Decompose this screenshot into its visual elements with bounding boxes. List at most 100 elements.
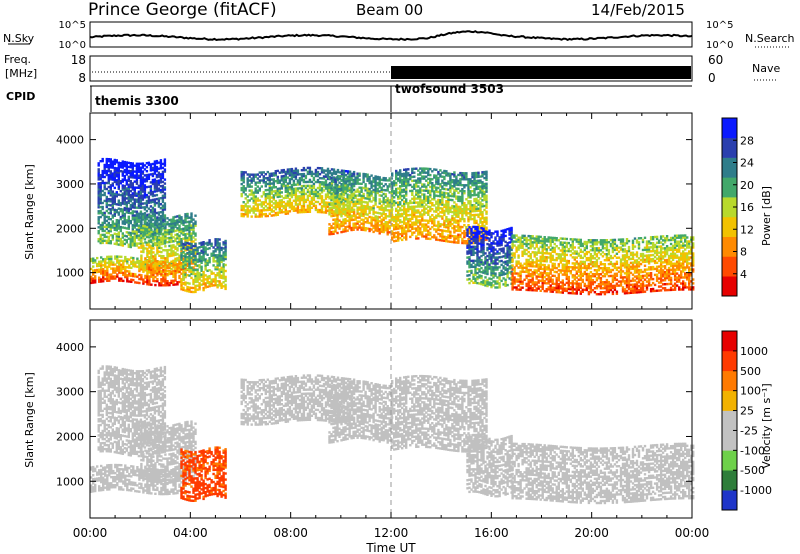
heatmap-cell xyxy=(421,235,424,238)
heatmap-cell xyxy=(278,189,281,192)
heatmap-cell xyxy=(143,184,147,187)
heatmap-cell xyxy=(472,259,475,262)
heatmap-cell xyxy=(401,190,404,194)
heatmap-cell xyxy=(140,258,143,261)
heatmap-cell xyxy=(122,263,125,267)
heatmap-cell xyxy=(336,183,339,187)
heatmap-cell xyxy=(284,196,287,199)
heatmap-cell xyxy=(160,220,163,224)
heatmap-cell xyxy=(145,193,149,197)
heatmap-cell xyxy=(421,205,424,208)
heatmap-cell xyxy=(163,202,167,205)
heatmap-cell xyxy=(192,222,195,225)
heatmap-cell xyxy=(131,186,134,189)
heatmap-cell xyxy=(139,242,143,245)
heatmap-cell xyxy=(334,224,337,227)
heatmap-cell xyxy=(316,194,320,198)
heatmap-cell xyxy=(150,268,153,271)
heatmap-cell xyxy=(481,191,484,194)
heatmap-cell xyxy=(457,181,460,185)
heatmap-cell xyxy=(374,189,377,192)
heatmap-cell xyxy=(284,176,287,180)
heatmap-cell xyxy=(391,174,394,177)
heatmap-cell xyxy=(455,207,458,210)
heatmap-cell xyxy=(476,238,479,241)
heatmap-cell xyxy=(316,180,320,184)
heatmap-cell xyxy=(445,170,448,173)
heatmap-cell xyxy=(180,238,183,241)
heatmap-cell xyxy=(106,273,109,277)
heatmap-cell xyxy=(368,229,371,233)
heatmap-cell xyxy=(112,277,115,280)
heatmap-cell xyxy=(386,197,389,200)
heatmap-cell xyxy=(163,220,167,223)
heatmap-cell xyxy=(443,239,446,242)
heatmap-cell xyxy=(421,219,424,222)
heatmap-cell xyxy=(431,225,434,229)
heatmap-cell xyxy=(115,225,118,228)
heatmap-cell xyxy=(314,204,318,208)
heatmap-cell xyxy=(186,268,189,271)
heatmap-cell xyxy=(123,234,126,238)
heatmap-cell xyxy=(310,206,314,209)
heatmap-cell xyxy=(461,199,464,203)
heatmap-cell xyxy=(114,263,117,266)
heatmap-cell xyxy=(186,262,189,266)
heatmap-cell xyxy=(330,208,334,211)
heatmap-cell xyxy=(142,270,145,273)
heatmap-cell xyxy=(296,181,300,184)
heatmap-cell xyxy=(220,256,223,260)
heatmap-cell xyxy=(198,276,201,279)
heatmap-cell xyxy=(141,218,145,221)
heatmap-cell xyxy=(324,179,328,182)
heatmap-cell xyxy=(478,230,481,233)
heatmap-cell xyxy=(99,193,102,197)
heatmap-cell xyxy=(144,229,147,232)
heatmap-cell xyxy=(118,255,121,258)
heatmap-cell xyxy=(112,269,115,272)
heatmap-cell xyxy=(419,199,422,202)
heatmap-cell xyxy=(101,241,104,245)
heatmap-cell xyxy=(105,205,108,209)
heatmap-cell xyxy=(116,267,119,270)
heatmap-cell xyxy=(372,210,375,214)
heatmap-cell xyxy=(182,264,185,268)
heatmap-cell xyxy=(127,233,130,236)
heatmap-cell xyxy=(453,185,456,188)
heatmap-cell xyxy=(130,262,133,265)
heatmap-cell xyxy=(479,203,482,206)
heatmap-cell xyxy=(312,184,316,188)
heatmap-cell xyxy=(405,198,408,201)
heatmap-cell xyxy=(139,174,143,177)
heatmap-cell xyxy=(336,211,339,215)
heatmap-cell xyxy=(240,176,243,180)
heatmap-cell xyxy=(119,217,122,221)
heatmap-cell xyxy=(395,171,398,175)
heatmap-cell xyxy=(274,174,277,177)
heatmap-cell xyxy=(465,240,468,243)
heatmap-cell xyxy=(474,233,477,237)
heatmap-cell xyxy=(131,188,134,191)
heatmap-cell xyxy=(461,213,464,217)
heatmap-cell xyxy=(105,241,108,245)
heatmap-cell xyxy=(164,225,167,228)
heatmap-cell xyxy=(472,249,475,252)
heatmap-cell xyxy=(457,223,460,226)
heatmap-cell xyxy=(474,277,477,280)
heatmap-cell xyxy=(296,171,300,174)
heatmap-cell xyxy=(340,169,344,172)
heatmap-cell xyxy=(186,258,189,261)
heatmap-cell xyxy=(366,179,369,182)
heatmap-cell xyxy=(461,215,464,219)
heatmap-cell xyxy=(111,196,114,199)
heatmap-cell xyxy=(170,246,173,249)
heatmap-cell xyxy=(294,201,298,204)
heatmap-cell xyxy=(441,191,444,194)
heatmap-cell xyxy=(206,261,209,264)
heatmap-cell xyxy=(348,217,351,220)
heatmap-cell xyxy=(216,266,219,269)
heatmap-cell xyxy=(99,227,102,231)
heatmap-cell xyxy=(409,201,412,205)
heatmap-cell xyxy=(388,199,391,202)
heatmap-cell xyxy=(145,195,149,199)
